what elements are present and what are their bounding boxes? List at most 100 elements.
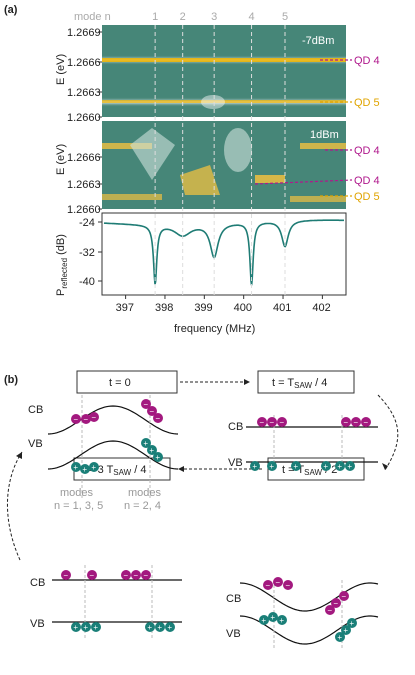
svg-text:+: + [149, 446, 154, 455]
svg-text:+: + [349, 619, 354, 628]
hole [291, 461, 301, 471]
svg-text:+: + [93, 623, 98, 632]
electron [267, 417, 277, 427]
svg-text:VB: VB [28, 438, 43, 450]
frequency-tick: 402 [312, 302, 330, 314]
hole [147, 445, 157, 455]
qd4-mid-label: QD 4 [354, 145, 380, 157]
svg-text:−: − [73, 415, 78, 424]
energy-tick-mid: 1.2663 [67, 179, 101, 191]
svg-text:CB: CB [28, 404, 43, 416]
svg-text:−: − [327, 606, 332, 615]
svg-text:−: − [143, 571, 148, 580]
refl-label: Preflected (dB) [55, 234, 69, 296]
mode-header: mode n [74, 11, 111, 23]
svg-text:−: − [91, 413, 96, 422]
svg-text:−: − [143, 400, 148, 409]
svg-text:+: + [343, 626, 348, 635]
svg-text:+: + [91, 463, 96, 472]
svg-text:−: − [63, 571, 68, 580]
mode-number-3: 3 [211, 11, 217, 23]
frequency-tick: 400 [234, 302, 252, 314]
svg-text:+: + [279, 616, 284, 625]
electron [121, 570, 131, 580]
electron [273, 577, 283, 587]
hole [277, 615, 287, 625]
panel-b-label: (b) [4, 374, 18, 386]
mode-numbers: 1 2 3 4 5 [152, 11, 288, 23]
electron [61, 570, 71, 580]
hole [165, 622, 175, 632]
svg-text:modes: modes [60, 487, 94, 499]
frequency-tick: 401 [273, 302, 291, 314]
hole [155, 622, 165, 632]
svg-text:n = 2, 4: n = 2, 4 [124, 500, 161, 512]
electron [141, 399, 151, 409]
top-power-label: -7dBm [302, 35, 334, 47]
cycle-arrows [6, 381, 399, 561]
x-axis-label: frequency (MHz) [174, 323, 255, 335]
svg-text:VB: VB [226, 628, 241, 640]
hole [321, 461, 331, 471]
svg-text:VB: VB [228, 457, 243, 469]
mode-lines [154, 25, 286, 295]
hole [81, 622, 91, 632]
mode-number-2: 2 [180, 11, 186, 23]
svg-text:−: − [83, 415, 88, 424]
electron [147, 406, 157, 416]
svg-text:t = TSAW / 4: t = TSAW / 4 [272, 377, 327, 390]
reflected-ticks: -24 -32 -40 [79, 217, 102, 288]
svg-text:+: + [337, 633, 342, 642]
electron [351, 417, 361, 427]
svg-text:−: − [259, 418, 264, 427]
svg-text:+: + [83, 623, 88, 632]
hole [267, 461, 277, 471]
electron [283, 580, 293, 590]
electron [341, 417, 351, 427]
mode-annotations: modes n = 1, 3, 5 modes n = 2, 4 [54, 487, 162, 512]
svg-text:t = 0: t = 0 [109, 377, 131, 389]
svg-text:+: + [82, 465, 87, 474]
hole [145, 622, 155, 632]
electron [361, 417, 371, 427]
qd4-mid-label-2: QD 4 [354, 175, 380, 187]
energy-tick-top: 1.2666 [67, 57, 101, 69]
svg-text:−: − [269, 418, 274, 427]
cb-t0 [47, 405, 179, 435]
svg-text:+: + [73, 623, 78, 632]
energy-tick-mid: 1.2666 [67, 152, 101, 164]
svg-text:+: + [261, 616, 266, 625]
svg-text:n = 1, 3, 5: n = 1, 3, 5 [54, 500, 103, 512]
electron [141, 570, 151, 580]
frequency-tick: 397 [116, 302, 134, 314]
svg-text:−: − [133, 571, 138, 580]
svg-text:CB: CB [30, 577, 45, 589]
y-label-mid: E (eV) [55, 144, 67, 175]
hole [141, 438, 151, 448]
electron [131, 570, 141, 580]
electron [263, 580, 273, 590]
hole [335, 461, 345, 471]
qd5-top-label: QD 5 [354, 97, 380, 109]
svg-text:CB: CB [226, 593, 241, 605]
mode-number-1: 1 [152, 11, 158, 23]
svg-text:+: + [143, 439, 148, 448]
reflected-tick: -40 [79, 276, 95, 288]
svg-text:modes: modes [128, 487, 162, 499]
svg-text:−: − [123, 571, 128, 580]
top-emission-map: -7dBm [102, 25, 346, 117]
hole [335, 632, 345, 642]
hole [268, 612, 278, 622]
reflection-plot [101, 212, 347, 296]
frequency-tick: 399 [194, 302, 212, 314]
state-t0: t = 0 [76, 370, 178, 394]
svg-text:−: − [275, 578, 280, 587]
svg-text:−: − [285, 581, 290, 590]
qd5-mid-label: QD 5 [354, 191, 380, 203]
electron [339, 591, 349, 601]
svg-text:+: + [147, 623, 152, 632]
svg-text:+: + [270, 613, 275, 622]
band-labels: CB VB CB VB CB VB CB VB [28, 404, 243, 640]
carriers: − − −−−−+ + ++++− − − − − −+ + + + + +− − −−−−+ + ++++− − − −… [61, 399, 371, 642]
